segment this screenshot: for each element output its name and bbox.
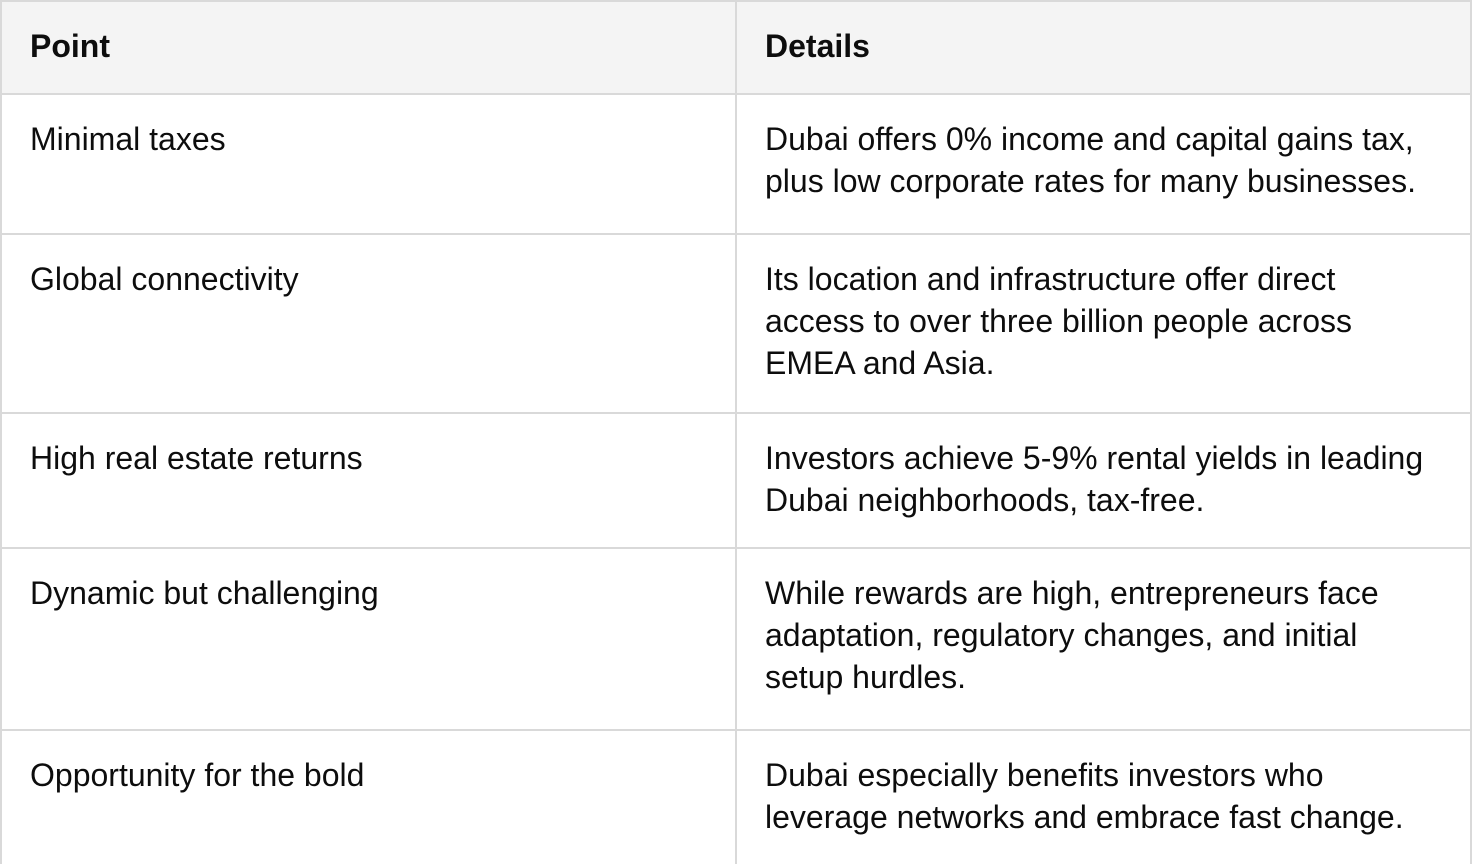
point-cell: Opportunity for the bold bbox=[0, 729, 737, 864]
table-row: Dynamic but challenging While rewards ar… bbox=[0, 547, 1472, 731]
details-cell: Investors achieve 5-9% rental yields in … bbox=[735, 412, 1472, 549]
column-header-details: Details bbox=[735, 0, 1472, 95]
table-row: Minimal taxes Dubai offers 0% income and… bbox=[0, 93, 1472, 235]
point-cell: High real estate returns bbox=[0, 412, 737, 549]
table-header-row: Point Details bbox=[0, 0, 1472, 95]
details-cell: Dubai especially benefits investors who … bbox=[735, 729, 1472, 864]
table-row: High real estate returns Investors achie… bbox=[0, 412, 1472, 549]
details-cell: Its location and infrastructure offer di… bbox=[735, 233, 1472, 414]
point-cell: Dynamic but challenging bbox=[0, 547, 737, 731]
point-cell: Minimal taxes bbox=[0, 93, 737, 235]
table-row: Opportunity for the bold Dubai especiall… bbox=[0, 729, 1472, 864]
column-header-point: Point bbox=[0, 0, 737, 95]
point-cell: Global connectivity bbox=[0, 233, 737, 414]
details-cell: While rewards are high, entrepreneurs fa… bbox=[735, 547, 1472, 731]
table-row: Global connectivity Its location and inf… bbox=[0, 233, 1472, 414]
details-cell: Dubai offers 0% income and capital gains… bbox=[735, 93, 1472, 235]
